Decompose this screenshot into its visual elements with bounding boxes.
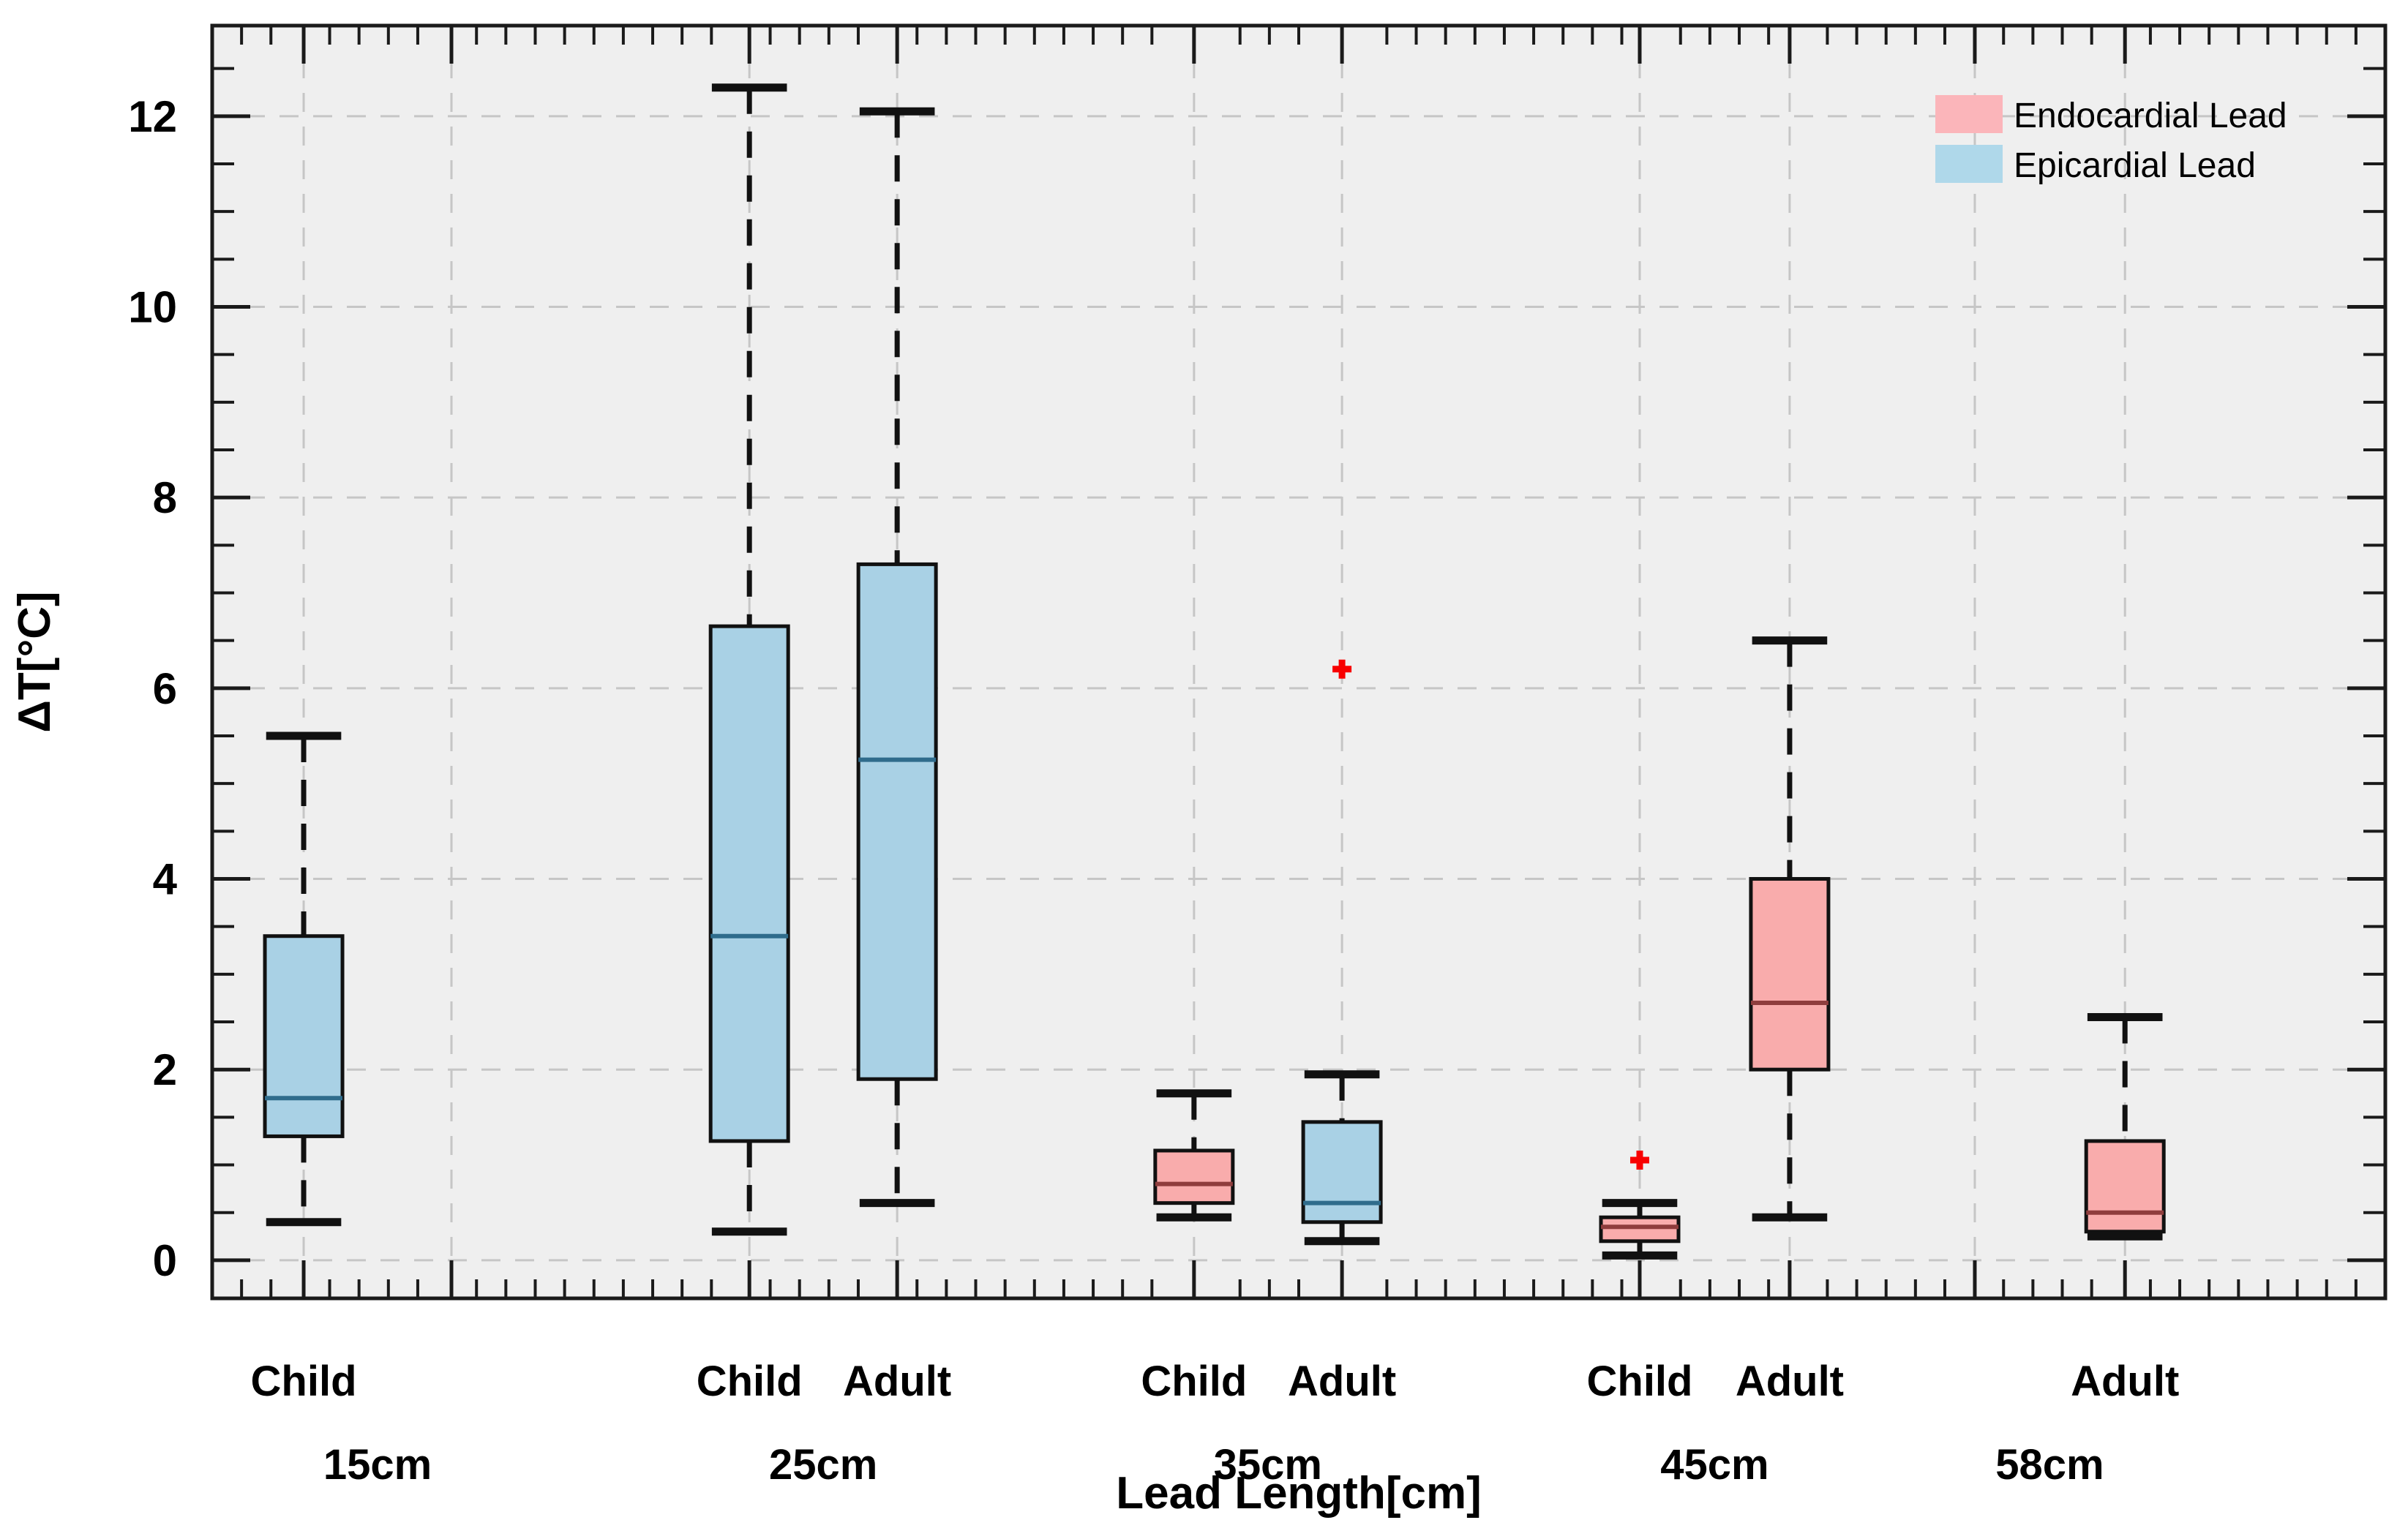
y-tick-label: 0 (153, 1236, 177, 1285)
x-tick-label-45cm-adult: Adult (1736, 1358, 1844, 1405)
plot-background (212, 26, 2385, 1298)
box-25cm-child (708, 624, 790, 1143)
box-45cm-child (1599, 1215, 1681, 1244)
legend-swatch-endocardial (1935, 95, 2003, 133)
x-tick-label-58cm-adult: Adult (2071, 1358, 2179, 1405)
box-35cm-child (1153, 1148, 1235, 1205)
group-label-15cm: 15cm (323, 1441, 432, 1489)
y-tick-label: 8 (153, 473, 177, 522)
axes-border (210, 23, 2388, 1301)
legend: Endocardial Lead Epicardial Lead (1935, 95, 2287, 185)
group-label-35cm: 35cm (1214, 1441, 1322, 1489)
y-tick-label: 12 (128, 92, 177, 141)
group-label-58cm: 58cm (1995, 1441, 2104, 1489)
y-tick-label: 10 (128, 282, 177, 331)
y-tick-label: 2 (153, 1045, 177, 1094)
box-25cm-adult (856, 562, 938, 1081)
box-35cm-adult (1301, 1120, 1383, 1224)
plot-layer: 0 2 4 6 8 10 12 Child Child Adult Child Adult Child A… (128, 23, 2388, 1489)
group-label-45cm: 45cm (1660, 1441, 1769, 1489)
legend-label-epicardial: Epicardial Lead (2014, 146, 2256, 185)
x-tick-label-35cm-adult: Adult (1288, 1358, 1396, 1405)
x-tick-label-15cm-child: Child (251, 1358, 357, 1405)
x-tick-label-25cm-adult: Adult (843, 1358, 951, 1405)
legend-swatch-epicardial (1935, 145, 2003, 183)
box-45cm-adult (1749, 877, 1831, 1072)
y-tick-label: 4 (153, 855, 178, 904)
x-tick-label-45cm-child: Child (1587, 1358, 1693, 1405)
y-tick-label: 6 (153, 664, 177, 713)
x-tick-label-25cm-child: Child (697, 1358, 803, 1405)
group-label-25cm: 25cm (769, 1441, 877, 1489)
legend-label-endocardial: Endocardial Lead (2014, 97, 2287, 135)
box-15cm-child (263, 934, 345, 1138)
x-tick-label-35cm-child: Child (1141, 1358, 1247, 1405)
box-58cm-adult (2084, 1139, 2166, 1234)
x-axis-label: Lead Length[cm] (1116, 1468, 1481, 1519)
y-axis-label: ΔT[°C] (10, 591, 60, 732)
